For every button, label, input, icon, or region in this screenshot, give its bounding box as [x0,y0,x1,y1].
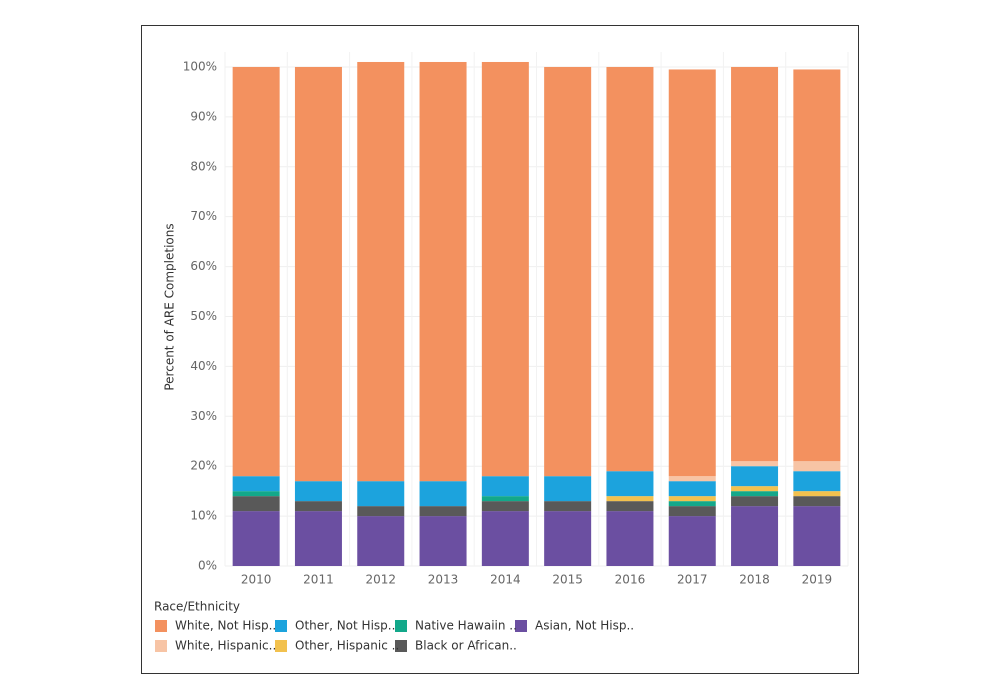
bar-segment [232,476,280,492]
legend-swatch [395,620,407,632]
bar-segment [668,476,716,482]
bar-segment [668,516,716,566]
bar-segment [357,506,405,517]
legend-swatch [275,640,287,652]
y-axis-title: Percent of ARE Completions [163,223,177,390]
bar-segment [731,486,779,492]
y-tick-label: 40% [190,359,217,373]
bar-segment [793,496,841,507]
x-tick-label: 2012 [365,573,396,587]
legend-swatch [395,640,407,652]
bar-segment [731,496,779,507]
bar-segment [606,496,654,502]
bar-segment [232,66,280,477]
bar-segment [294,66,342,482]
x-tick-label: 2016 [615,573,646,587]
bar-segment [793,471,841,492]
bar-segment [668,481,716,497]
bar-segment [481,501,529,512]
bar-segment [793,69,841,462]
bar-segment [606,501,654,512]
bar-segment [357,481,405,507]
y-tick-label: 100% [183,59,217,73]
frame [141,25,859,674]
bar-segment [731,506,779,566]
x-tick-label: 2010 [241,573,272,587]
x-tick-label: 2018 [739,573,770,587]
legend-label: Asian, Not Hisp.. [535,619,634,633]
bar-segment [232,496,280,512]
legend-swatch [515,620,527,632]
bar-segment [481,476,529,497]
bar-segment [668,501,716,507]
x-tick-label: 2011 [303,573,334,587]
bar-segment [793,461,841,472]
bar-segment [793,491,841,497]
y-tick-label: 90% [190,109,217,123]
bar-segment [793,506,841,566]
bar-segment [544,511,592,566]
bar-segment [481,496,529,502]
bar-segment [232,511,280,566]
x-tick-label: 2015 [552,573,583,587]
y-tick-label: 30% [190,409,217,423]
bar-segment [606,511,654,566]
x-tick-label: 2014 [490,573,521,587]
bar-segment [294,481,342,502]
y-tick-label: 80% [190,159,217,173]
bar-segment [668,496,716,502]
x-tick-label: 2019 [802,573,833,587]
bar-segment [731,66,779,462]
legend-title: Race/Ethnicity [154,600,240,614]
bar-segment [668,69,716,477]
legend-label: Black or African.. [415,639,517,653]
bar-segment [357,61,405,482]
y-tick-label: 0% [198,559,217,573]
x-tick-label: 2013 [428,573,459,587]
bar-segment [419,61,467,482]
bar-segment [294,501,342,512]
bar-segment [481,511,529,566]
legend-label: White, Not Hisp.. [175,619,276,633]
legend-label: Other, Hispanic .. [295,639,399,653]
bar-segment [419,516,467,566]
y-tick-label: 20% [190,459,217,473]
bar-segment [544,501,592,512]
legend-label: Native Hawaiin .. [415,619,517,633]
legend-label: Other, Not Hisp.. [295,619,395,633]
bar-segment [544,476,592,502]
bar-segment [544,66,592,477]
y-tick-label: 70% [190,209,217,223]
y-tick-label: 50% [190,309,217,323]
bar-segment [668,506,716,517]
legend-label: White, Hispanic.. [175,639,276,653]
y-tick-label: 60% [190,259,217,273]
bar-segment [606,471,654,497]
bar-segment [232,491,280,497]
bar-segment [357,516,405,566]
legend-swatch [155,640,167,652]
y-tick-label: 10% [190,509,217,523]
bar-segment [419,506,467,517]
legend-swatch [275,620,287,632]
bar-segment [419,481,467,507]
bar-segment [606,66,654,472]
bar-segment [731,491,779,497]
legend-swatch [155,620,167,632]
bar-segment [731,461,779,467]
x-tick-label: 2017 [677,573,708,587]
bar-segment [481,61,529,477]
bar-segment [294,511,342,566]
bar-segment [731,466,779,487]
